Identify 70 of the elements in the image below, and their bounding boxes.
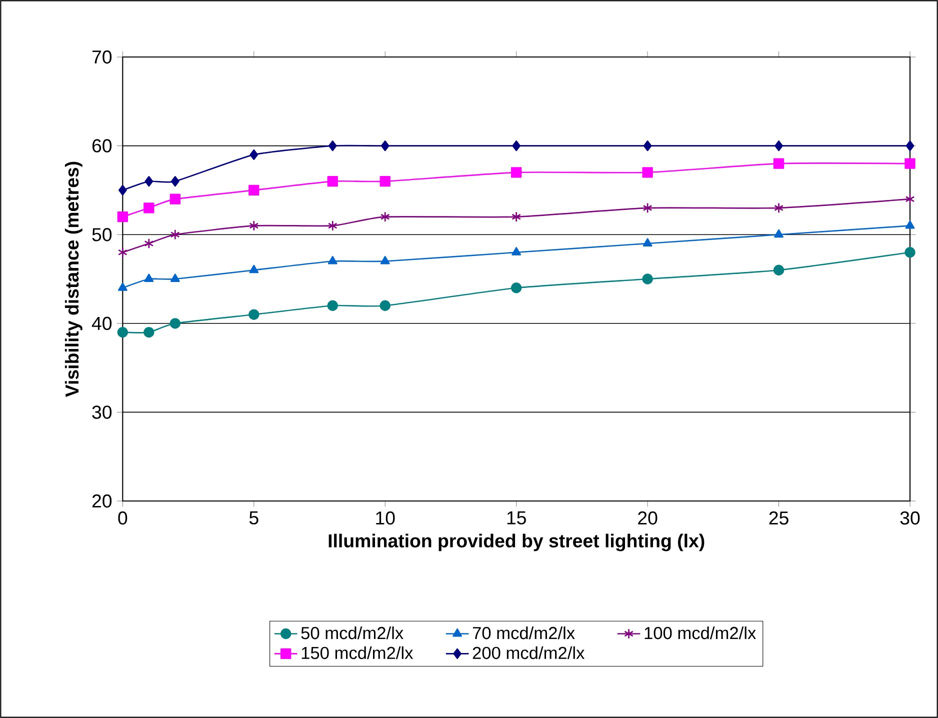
point: [250, 149, 258, 160]
y-tick-label: 70: [92, 50, 112, 64]
y-tick-label: 50: [92, 228, 112, 242]
point: [904, 158, 916, 169]
point: [511, 282, 522, 294]
point: [144, 274, 154, 282]
point: [328, 140, 337, 152]
point: [249, 264, 259, 274]
point: [144, 176, 154, 187]
point: [904, 247, 916, 258]
point: [248, 184, 260, 196]
legend-label: 100 mcd/m2/lx: [644, 626, 756, 640]
y-axis-title: Visibility distance (metres): [64, 162, 82, 397]
point: [642, 167, 653, 178]
point: [117, 212, 128, 222]
point: [118, 184, 127, 196]
point: [248, 309, 260, 320]
point: [170, 318, 180, 329]
x-tick-label: 15: [507, 511, 526, 524]
point: [380, 256, 390, 264]
point: [380, 300, 390, 311]
y-tick-label: 40: [92, 316, 112, 330]
point: [170, 194, 180, 204]
point: [170, 229, 180, 240]
point: [906, 140, 914, 152]
point: [774, 140, 783, 152]
point: [170, 176, 180, 187]
point: [327, 176, 338, 187]
point: [144, 202, 154, 214]
point: [328, 220, 338, 232]
point: [512, 140, 521, 152]
point: [773, 158, 784, 169]
point: [643, 140, 652, 152]
point: [380, 140, 390, 152]
point: [249, 220, 259, 232]
point: [328, 256, 338, 264]
x-tick-label: 20: [638, 511, 658, 525]
point: [773, 264, 784, 276]
point: [905, 220, 915, 229]
point: [774, 229, 784, 238]
point: [512, 247, 522, 256]
point: [511, 167, 522, 178]
y-tick-label: 30: [92, 406, 112, 419]
point: [642, 274, 653, 284]
point: [512, 212, 522, 222]
point: [642, 238, 652, 246]
legend-label: 150 mcd/m2/lx: [302, 646, 414, 660]
point: [380, 176, 390, 187]
point: [144, 238, 154, 249]
point: [642, 202, 652, 214]
point: [144, 326, 154, 338]
point: [170, 274, 180, 282]
y-tick-label: 20: [92, 494, 112, 508]
point: [905, 194, 915, 204]
y-tick-label: 60: [92, 139, 112, 152]
x-tick-label: 30: [900, 511, 920, 525]
point: [774, 202, 784, 214]
x-tick-label: 25: [769, 511, 788, 525]
point: [117, 326, 128, 338]
legend-label: 200 mcd/m2/lx: [472, 646, 585, 660]
x-tick-label: 10: [376, 511, 395, 525]
x-tick-label: 5: [249, 511, 258, 524]
legend-label: 70 mcd/m2/lx: [472, 626, 575, 640]
point: [380, 212, 390, 222]
legend-label: 50 mcd/m2/lx: [301, 626, 404, 640]
x-axis-title: Illumination provided by street lighting (lx): [328, 534, 704, 552]
point: [327, 300, 338, 311]
x-tick-label: 0: [118, 511, 128, 525]
point: [118, 282, 128, 291]
point: [118, 247, 128, 258]
